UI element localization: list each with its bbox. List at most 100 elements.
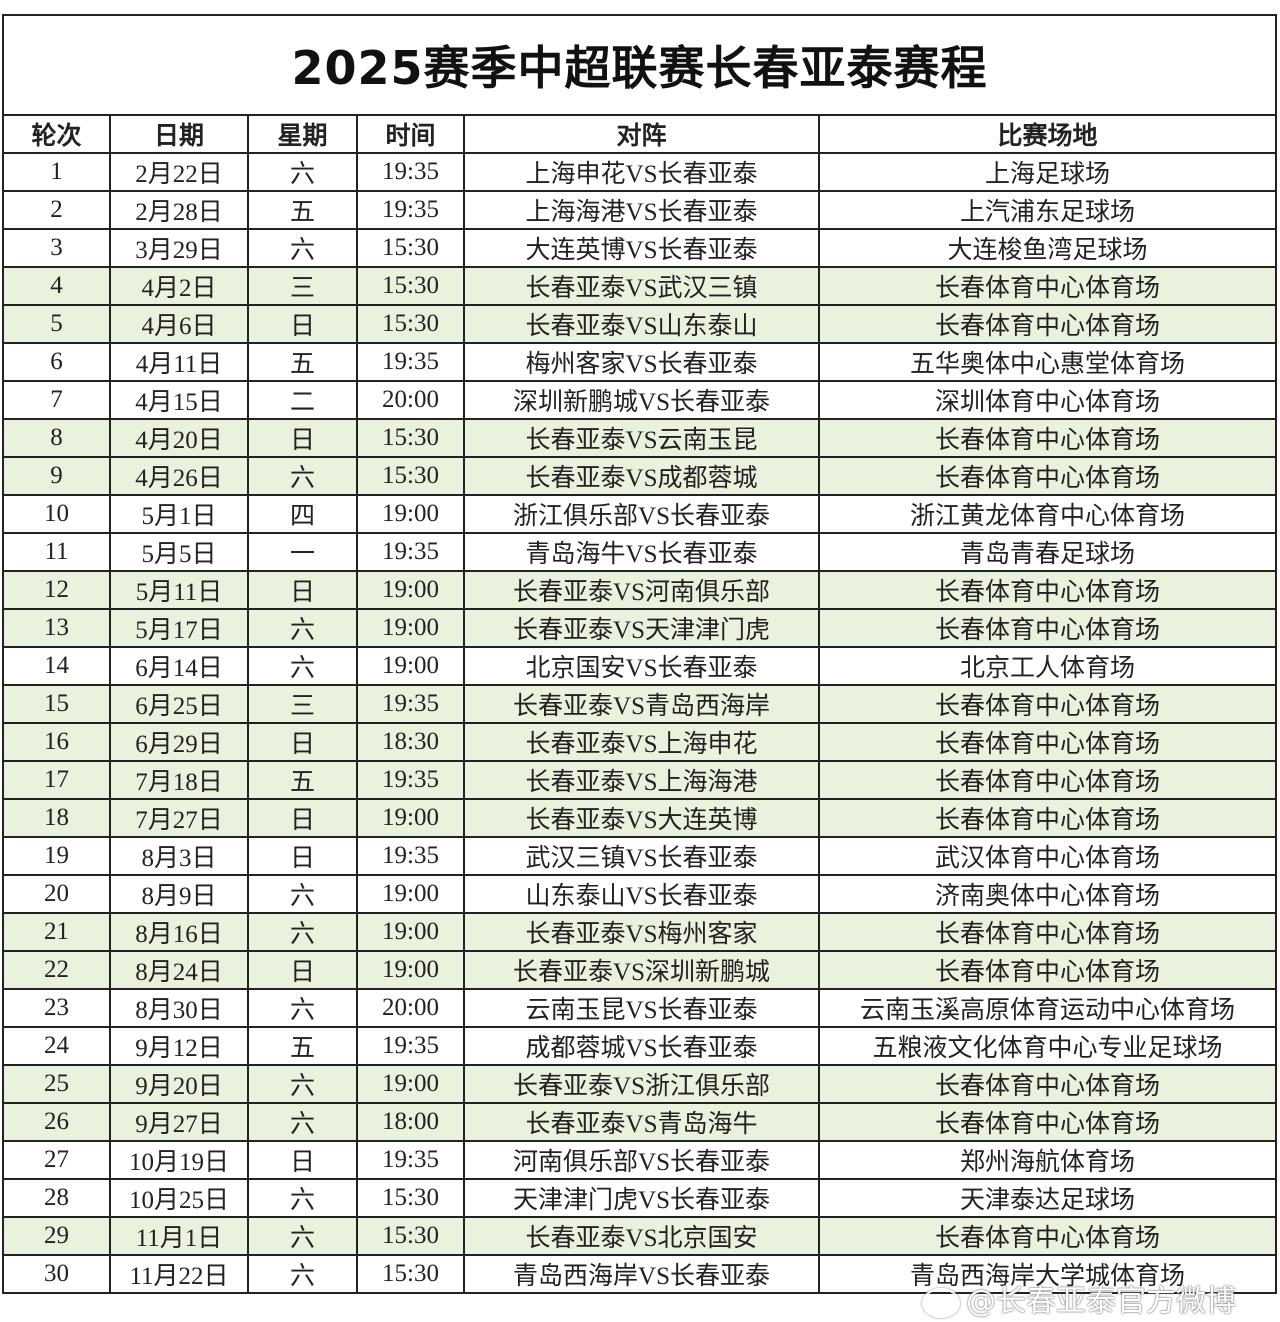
cell-date: 8月9日 <box>109 874 249 914</box>
cell-venue: 长春体育中心体育场 <box>818 684 1275 724</box>
cell-date: 4月20日 <box>109 418 249 458</box>
table-row: 25 9月20日六 19:00 长春亚泰VS浙江俱乐部 长春体育中心体育场 <box>4 1064 1275 1104</box>
cell-match: 青岛海牛VS长春亚泰 <box>463 532 820 572</box>
cell-venue: 长春体育中心体育场 <box>818 266 1275 306</box>
table-row: 14 6月14日六 19:00 北京国安VS长春亚泰 北京工人体育场 <box>4 646 1275 686</box>
cell-round: 9 <box>4 456 111 496</box>
header-match: 对阵 <box>463 116 820 154</box>
cell-date: 6月14日 <box>109 646 249 686</box>
cell-round: 5 <box>4 304 111 344</box>
table-row: 30 11月22日六 15:30 青岛西海岸VS长春亚泰 青岛西海岸大学城体育场 <box>4 1254 1275 1292</box>
table-row: 27 10月19日日 19:35 河南俱乐部VS长春亚泰 郑州海航体育场 <box>4 1140 1275 1180</box>
table-row: 3 3月29日六 15:30 大连英博VS长春亚泰 大连梭鱼湾足球场 <box>4 228 1275 268</box>
cell-match: 成都蓉城VS长春亚泰 <box>463 1026 820 1066</box>
cell-round: 11 <box>4 532 111 572</box>
cell-date: 11月22日 <box>109 1254 249 1292</box>
cell-venue: 长春体育中心体育场 <box>818 760 1275 800</box>
cell-match: 长春亚泰VS浙江俱乐部 <box>463 1064 820 1104</box>
cell-match: 长春亚泰VS青岛西海岸 <box>463 684 820 724</box>
cell-round: 18 <box>4 798 111 838</box>
cell-time: 19:35 <box>356 684 465 724</box>
cell-match: 北京国安VS长春亚泰 <box>463 646 820 686</box>
cell-weekday: 二 <box>247 380 358 420</box>
table-row: 12 5月11日日 19:00 长春亚泰VS河南俱乐部 长春体育中心体育场 <box>4 570 1275 610</box>
cell-venue: 五华奥体中心惠堂体育场 <box>818 342 1275 382</box>
cell-date: 10月25日 <box>109 1178 249 1218</box>
cell-date: 5月11日 <box>109 570 249 610</box>
table-row: 8 4月20日日 15:30 长春亚泰VS云南玉昆 长春体育中心体育场 <box>4 418 1275 458</box>
cell-round: 15 <box>4 684 111 724</box>
cell-date: 11月1日 <box>109 1216 249 1256</box>
cell-date: 9月27日 <box>109 1102 249 1142</box>
header-time: 时间 <box>356 116 465 154</box>
cell-round: 7 <box>4 380 111 420</box>
cell-date: 3月29日 <box>109 228 249 268</box>
cell-date: 5月17日 <box>109 608 249 648</box>
cell-time: 18:30 <box>356 722 465 762</box>
table-row: 29 11月1日六 15:30 长春亚泰VS北京国安 长春体育中心体育场 <box>4 1216 1275 1256</box>
cell-match: 长春亚泰VS梅州客家 <box>463 912 820 952</box>
cell-time: 19:35 <box>356 532 465 572</box>
cell-round: 6 <box>4 342 111 382</box>
cell-venue: 武汉体育中心体育场 <box>818 836 1275 876</box>
cell-time: 19:00 <box>356 874 465 914</box>
cell-round: 28 <box>4 1178 111 1218</box>
weibo-icon <box>922 1287 960 1318</box>
cell-date: 10月19日 <box>109 1140 249 1180</box>
table-row: 20 8月9日六 19:00 山东泰山VS长春亚泰 济南奥体中心体育场 <box>4 874 1275 914</box>
cell-time: 19:35 <box>356 1026 465 1066</box>
cell-round: 24 <box>4 1026 111 1066</box>
cell-venue: 大连梭鱼湾足球场 <box>818 228 1275 268</box>
cell-weekday: 五 <box>247 190 358 230</box>
table-row: 4 4月2日三 15:30 长春亚泰VS武汉三镇 长春体育中心体育场 <box>4 266 1275 306</box>
header-weekday: 星期 <box>247 116 358 154</box>
cell-venue: 长春体育中心体育场 <box>818 950 1275 990</box>
cell-date: 8月30日 <box>109 988 249 1028</box>
cell-time: 19:00 <box>356 912 465 952</box>
cell-date: 2月28日 <box>109 190 249 230</box>
cell-round: 16 <box>4 722 111 762</box>
cell-weekday: 六 <box>247 1064 358 1104</box>
cell-time: 15:30 <box>356 1178 465 1218</box>
cell-weekday: 日 <box>247 836 358 876</box>
table-row: 21 8月16日六 19:00 长春亚泰VS梅州客家 长春体育中心体育场 <box>4 912 1275 952</box>
cell-weekday: 三 <box>247 684 358 724</box>
cell-match: 长春亚泰VS山东泰山 <box>463 304 820 344</box>
cell-venue: 北京工人体育场 <box>818 646 1275 686</box>
cell-match: 长春亚泰VS北京国安 <box>463 1216 820 1256</box>
table-row: 2 2月28日五 19:35 上海海港VS长春亚泰 上汽浦东足球场 <box>4 190 1275 230</box>
cell-match: 上海申花VS长春亚泰 <box>463 152 820 192</box>
cell-round: 20 <box>4 874 111 914</box>
cell-time: 19:00 <box>356 1064 465 1104</box>
header-date: 日期 <box>109 116 249 154</box>
cell-round: 10 <box>4 494 111 534</box>
cell-venue: 青岛青春足球场 <box>818 532 1275 572</box>
cell-venue: 上汽浦东足球场 <box>818 190 1275 230</box>
cell-match: 长春亚泰VS天津津门虎 <box>463 608 820 648</box>
cell-date: 8月3日 <box>109 836 249 876</box>
cell-match: 天津津门虎VS长春亚泰 <box>463 1178 820 1218</box>
watermark: @长春亚泰官方微博 <box>922 1276 1236 1320</box>
cell-date: 6月25日 <box>109 684 249 724</box>
schedule-table: 轮次 日期 星期 时间 对阵 比赛场地 1 2月22日六 19:35 上海申花VS长春… <box>4 116 1275 1292</box>
cell-time: 19:35 <box>356 342 465 382</box>
table-row: 17 7月18日五 19:35 长春亚泰VS上海海港 长春体育中心体育场 <box>4 760 1275 800</box>
cell-weekday: 六 <box>247 646 358 686</box>
table-row: 16 6月29日日 18:30 长春亚泰VS上海申花 长春体育中心体育场 <box>4 722 1275 762</box>
table-row: 23 8月30日六 20:00 云南玉昆VS长春亚泰 云南玉溪高原体育运动中心体育场 <box>4 988 1275 1028</box>
cell-venue: 五粮液文化体育中心专业足球场 <box>818 1026 1275 1066</box>
cell-date: 2月22日 <box>109 152 249 192</box>
cell-round: 2 <box>4 190 111 230</box>
table-row: 13 5月17日六 19:00 长春亚泰VS天津津门虎 长春体育中心体育场 <box>4 608 1275 648</box>
cell-weekday: 日 <box>247 304 358 344</box>
cell-time: 19:00 <box>356 608 465 648</box>
cell-venue: 郑州海航体育场 <box>818 1140 1275 1180</box>
page-title: 2025赛季中超联赛长春亚泰赛程 <box>4 16 1275 116</box>
header-row: 轮次 日期 星期 时间 对阵 比赛场地 <box>4 116 1275 154</box>
cell-time: 20:00 <box>356 380 465 420</box>
cell-weekday: 六 <box>247 152 358 192</box>
cell-weekday: 日 <box>247 722 358 762</box>
cell-time: 15:30 <box>356 228 465 268</box>
cell-match: 浙江俱乐部VS长春亚泰 <box>463 494 820 534</box>
cell-round: 21 <box>4 912 111 952</box>
